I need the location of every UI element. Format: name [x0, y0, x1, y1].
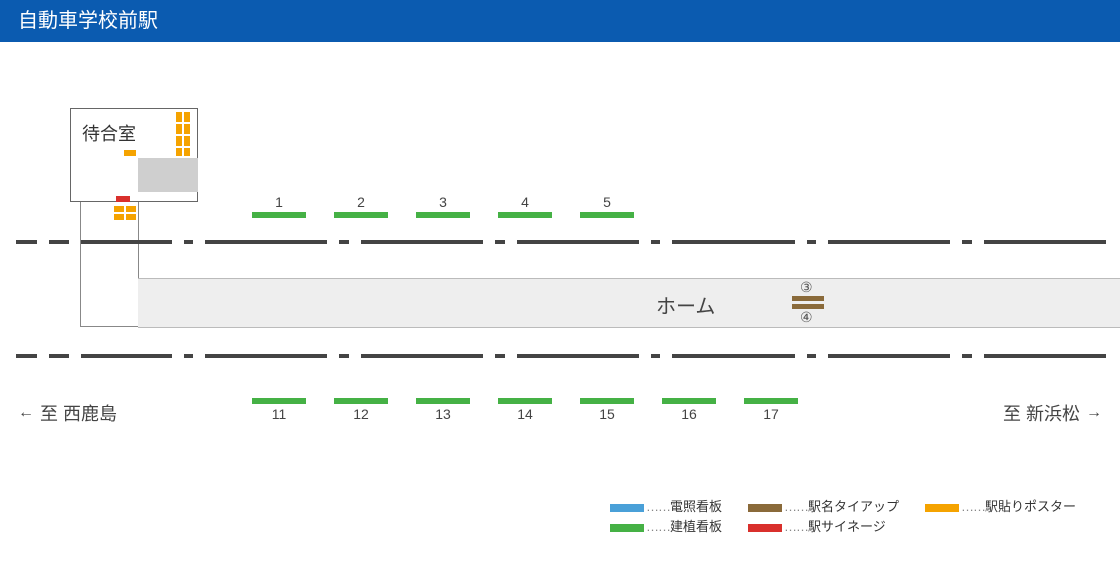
sign-number: 14 — [498, 406, 552, 422]
poster-icon — [124, 150, 136, 156]
sign-number: 5 — [580, 194, 634, 210]
sign-number: 15 — [580, 406, 634, 422]
signage-icon — [116, 196, 130, 202]
poster-icon — [126, 206, 136, 212]
green-sign — [416, 212, 470, 218]
legend-swatch — [748, 524, 782, 532]
waiting-room-inner-block — [138, 158, 198, 192]
poster-icon — [184, 124, 190, 134]
legend-item: ……建植看板 — [610, 516, 722, 535]
poster-icon — [184, 148, 190, 156]
legend-item: ……駅サイネージ — [748, 516, 886, 535]
connector-line — [80, 202, 81, 326]
poster-icon — [184, 112, 190, 122]
platform-label: ホーム — [656, 290, 715, 319]
legend-label: 電照看板 — [670, 499, 722, 514]
track-upper — [16, 240, 1106, 244]
legend-swatch — [610, 524, 644, 532]
track-lower — [16, 354, 1106, 358]
legend-row-2: ……建植看板 ……駅サイネージ — [610, 516, 886, 535]
sign-number: 16 — [662, 406, 716, 422]
legend-swatch — [748, 504, 782, 512]
legend-row-1: ……電照看板 ……駅名タイアップ ……駅貼りポスター — [610, 496, 1076, 515]
green-sign — [580, 212, 634, 218]
poster-icon — [114, 214, 124, 220]
sign-number: 17 — [744, 406, 798, 422]
legend-item: ……駅名タイアップ — [748, 496, 899, 515]
connector-line — [80, 326, 138, 327]
direction-left-label: 至 西鹿島 — [40, 400, 117, 426]
tieup-number-bottom: ④ — [800, 309, 813, 326]
poster-icon — [126, 214, 136, 220]
header-bar: 自動車学校前駅 — [0, 0, 1120, 42]
green-sign — [252, 398, 306, 404]
sign-number: 2 — [334, 194, 388, 210]
arrow-right-icon: → — [1086, 404, 1102, 422]
poster-icon — [176, 148, 182, 156]
legend-item: ……駅貼りポスター — [925, 496, 1076, 515]
poster-icon — [184, 136, 190, 146]
sign-number: 11 — [252, 406, 306, 422]
sign-number: 1 — [252, 194, 306, 210]
header-title: 自動車学校前駅 — [18, 10, 158, 32]
legend-label: 駅貼りポスター — [985, 499, 1076, 514]
tieup-bar — [792, 296, 824, 301]
waiting-room-label: 待合室 — [82, 120, 136, 146]
legend-swatch — [925, 504, 959, 512]
green-sign — [334, 212, 388, 218]
green-sign — [498, 398, 552, 404]
legend-label: 駅サイネージ — [808, 519, 886, 534]
tieup-number-top: ③ — [800, 279, 813, 296]
green-sign — [416, 398, 470, 404]
direction-left: ← 至 西鹿島 — [18, 400, 117, 426]
sign-number: 13 — [416, 406, 470, 422]
poster-icon — [114, 206, 124, 212]
legend-label: 駅名タイアップ — [808, 499, 899, 514]
legend-item: ……電照看板 — [610, 496, 722, 515]
platform — [138, 278, 1120, 328]
sign-number: 12 — [334, 406, 388, 422]
legend-swatch — [610, 504, 644, 512]
diagram-canvas: 待合室 ホーム ③ ④ — [0, 42, 1120, 568]
green-sign — [498, 212, 552, 218]
green-sign — [252, 212, 306, 218]
arrow-left-icon: ← — [18, 404, 34, 422]
green-sign — [580, 398, 634, 404]
sign-number: 4 — [498, 194, 552, 210]
legend-label: 建植看板 — [670, 519, 722, 534]
poster-icon — [176, 124, 182, 134]
direction-right-label: 至 新浜松 — [1003, 400, 1080, 426]
poster-icon — [176, 136, 182, 146]
poster-icon — [176, 112, 182, 122]
direction-right: 至 新浜松 → — [1003, 400, 1102, 426]
green-sign — [662, 398, 716, 404]
sign-number: 3 — [416, 194, 470, 210]
green-sign — [744, 398, 798, 404]
green-sign — [334, 398, 388, 404]
